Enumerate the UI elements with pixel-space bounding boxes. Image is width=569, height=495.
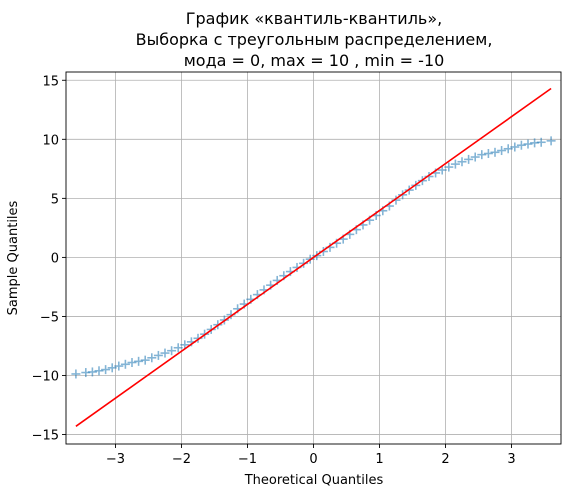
data-point	[153, 350, 163, 360]
data-point	[134, 356, 144, 366]
data-point	[114, 361, 124, 371]
data-point	[120, 359, 130, 369]
x-tick-label: 1	[375, 452, 383, 467]
x-tick-label: −2	[172, 452, 191, 467]
y-axis-label: Sample Quantiles	[6, 200, 21, 315]
data-point	[71, 369, 81, 379]
data-point	[536, 137, 546, 147]
x-axis-label: Theoretical Quantiles	[244, 473, 384, 488]
title-line-1: График «квантиль-квантиль»,	[186, 9, 442, 28]
y-tick-label: 0	[51, 251, 59, 266]
x-tick-label: 0	[309, 452, 317, 467]
title-line-2: Выборка с треугольным распределением,	[136, 30, 493, 49]
x-tick-label: −3	[106, 452, 125, 467]
data-point	[483, 148, 493, 158]
data-point	[107, 363, 117, 373]
data-point	[497, 146, 507, 156]
data-point	[147, 353, 157, 363]
data-point	[470, 152, 480, 162]
data-point	[444, 162, 454, 172]
reference-line	[75, 87, 552, 427]
x-tick-label: 2	[441, 452, 449, 467]
x-tick-label: 3	[507, 452, 515, 467]
chart-title: График «квантиль-квантиль», Выборка с тр…	[136, 9, 493, 70]
data-point	[464, 154, 474, 164]
data-point	[160, 348, 170, 358]
y-tick-label: 5	[51, 192, 59, 207]
data-point	[87, 367, 97, 377]
data-layer	[71, 87, 556, 427]
y-tick-label: 10	[42, 133, 59, 148]
data-point	[437, 165, 447, 175]
data-point	[173, 343, 183, 353]
y-tick-label: −5	[40, 310, 59, 325]
title-line-3: мода = 0, max = 10 , min = -10	[184, 51, 445, 70]
data-point	[94, 366, 104, 376]
data-point	[450, 159, 460, 169]
y-tick-label: −10	[32, 370, 59, 385]
y-tick-label: 15	[42, 74, 59, 89]
data-point	[477, 150, 487, 160]
data-point	[516, 140, 526, 150]
data-point	[510, 142, 520, 152]
data-point	[299, 258, 309, 268]
data-point	[503, 144, 513, 154]
data-point	[490, 147, 500, 157]
data-point	[546, 136, 556, 146]
data-point	[523, 139, 533, 149]
data-point	[167, 346, 177, 356]
data-point	[180, 340, 190, 350]
y-tick-label: −15	[32, 429, 59, 444]
data-point	[127, 358, 137, 368]
data-point	[318, 247, 328, 257]
x-tick-label: −1	[238, 452, 257, 467]
data-point	[140, 355, 150, 365]
data-point	[457, 157, 467, 167]
data-point	[101, 365, 111, 375]
